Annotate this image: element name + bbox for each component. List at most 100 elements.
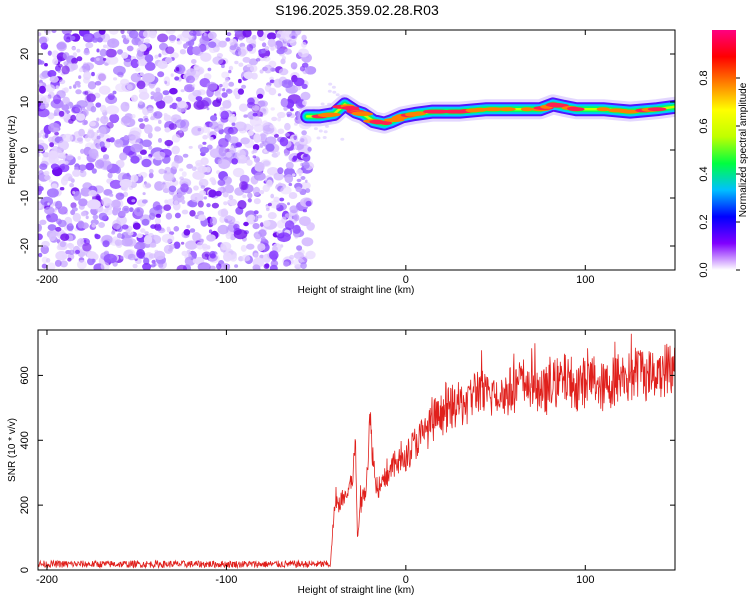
heatmap-noise-blob: [169, 179, 179, 187]
heatmap-noise-blob: [270, 107, 275, 111]
heatmap-noise-blob: [180, 241, 185, 245]
heatmap-noise-blob: [192, 232, 201, 242]
heatmap-noise-blob: [253, 133, 262, 143]
heatmap-noise-blob: [209, 253, 216, 259]
heatmap-noise-blob: [215, 190, 222, 197]
heatmap-noise-blob: [152, 91, 163, 102]
heatmap-noise-blob: [290, 62, 298, 70]
heatmap-noise-blob: [156, 224, 162, 231]
heatmap-noise-blob: [221, 64, 225, 69]
heatmap-noise-blob: [96, 48, 100, 53]
heatmap-noise-blob: [158, 53, 162, 58]
heatmap-noise-blob: [105, 55, 119, 65]
heatmap-noise-blob: [258, 229, 267, 238]
heatmap-noise-blob: [39, 219, 47, 225]
heatmap-noise-blob: [142, 30, 152, 38]
x-tick-label: -200: [36, 274, 58, 286]
heatmap-noise-blob: [105, 48, 117, 58]
heatmap-noise-blob: [200, 185, 206, 189]
heatmap-noise-blob: [44, 30, 52, 35]
heatmap-noise-blob: [265, 143, 275, 152]
heatmap-noise-blob: [83, 49, 90, 56]
heatmap-noise-blob: [175, 96, 182, 102]
heatmap-noise-blob: [157, 151, 166, 159]
heatmap-noise-blob: [137, 59, 147, 67]
heatmap-ridge-peak: [567, 107, 585, 112]
x-tick-label: -100: [215, 274, 237, 286]
colorbar-tick-label: 0.4: [698, 166, 710, 181]
heatmap-noise-blob: [59, 187, 65, 191]
heatmap-noise-blob: [269, 250, 279, 260]
heatmap-noise-blob: [96, 72, 107, 82]
heatmap-noise-blob: [78, 198, 88, 207]
heatmap-noise-blob: [182, 153, 189, 158]
heatmap-noise-blob: [277, 167, 284, 175]
heatmap-noise-blob: [51, 30, 57, 34]
heatmap-noise-blob: [225, 37, 231, 42]
heatmap-noise-blob: [113, 65, 126, 76]
x-tick-label: -100: [215, 574, 237, 586]
heatmap-noise-blob: [301, 83, 308, 89]
heatmap-noise-blob: [164, 139, 174, 147]
heatmap-noise-blob: [220, 263, 231, 270]
heatmap-noise-blob: [283, 106, 288, 111]
heatmap-noise-blob: [252, 186, 261, 196]
heatmap-noise-blob: [293, 214, 300, 222]
heatmap-noise-blob: [199, 190, 207, 196]
heatmap-noise-blob: [293, 135, 298, 141]
heatmap-noise-blob: [114, 166, 121, 174]
heatmap-noise-blob: [95, 159, 105, 169]
heatmap-noise-blob: [139, 123, 146, 130]
heatmap-noise-blob: [176, 40, 182, 45]
heatmap-noise-blob: [128, 207, 134, 213]
heatmap-noise-blob: [181, 250, 188, 256]
heatmap-noise-blob: [52, 57, 59, 65]
heatmap-noise-blob: [38, 186, 44, 192]
heatmap-noise-blob: [132, 222, 141, 230]
heatmap-noise-blob: [220, 241, 232, 251]
heatmap-noise-blob: [68, 118, 74, 124]
y-tick-label: 10: [19, 96, 31, 108]
heatmap-noise-blob: [50, 127, 54, 132]
heatmap-noise-blob: [203, 196, 207, 200]
heatmap-noise-blob: [135, 67, 141, 72]
heatmap-noise-blob: [44, 84, 56, 93]
heatmap-noise-blob: [253, 210, 259, 215]
heatmap-noise-blob: [283, 48, 292, 55]
heatmap-noise-blob: [47, 202, 50, 206]
heatmap-noise-blob: [186, 224, 191, 229]
heatmap-noise-blob: [74, 80, 81, 86]
heatmap-noise-blob: [186, 163, 194, 169]
heatmap-noise-blob: [141, 139, 152, 148]
heatmap-noise-blob: [38, 252, 43, 258]
snr-x-axis-label: Height of straight line (km): [298, 585, 415, 596]
heatmap-noise-blob: [235, 142, 242, 148]
heatmap-noise-blob: [225, 231, 232, 240]
heatmap-noise-blob: [107, 93, 115, 101]
heatmap-noise-blob: [252, 34, 257, 40]
heatmap-noise-blob: [246, 64, 251, 68]
colorbar-tick-label: 0.8: [698, 70, 710, 85]
heatmap-noise-blob: [58, 110, 65, 117]
heatmap-noise-blob: [247, 192, 253, 199]
heatmap-noise-blob: [157, 71, 165, 78]
heatmap-noise-blob: [252, 155, 257, 159]
y-tick-label: 600: [19, 366, 31, 384]
heatmap-noise-blob: [143, 124, 153, 134]
heatmap-noise-blob: [100, 33, 111, 43]
heatmap-noise-blob: [119, 152, 128, 161]
heatmap-noise-blob: [119, 178, 132, 188]
heatmap-noise-blob: [129, 135, 141, 145]
heatmap-noise-blob: [264, 45, 270, 51]
heatmap-noise-blob: [138, 118, 144, 123]
heatmap-noise-blob: [186, 45, 195, 56]
heatmap-noise-blob: [44, 175, 51, 181]
y-tick-label: 0: [19, 567, 31, 573]
heatmap-noise-blob: [186, 249, 191, 255]
heatmap-noise-blob: [267, 212, 277, 220]
heatmap-noise-blob: [77, 84, 81, 88]
heatmap-noise-blob: [170, 73, 174, 77]
heatmap-noise-blob: [266, 32, 277, 40]
heatmap-noise-blob: [76, 56, 83, 62]
heatmap-noise-blob: [157, 60, 168, 69]
